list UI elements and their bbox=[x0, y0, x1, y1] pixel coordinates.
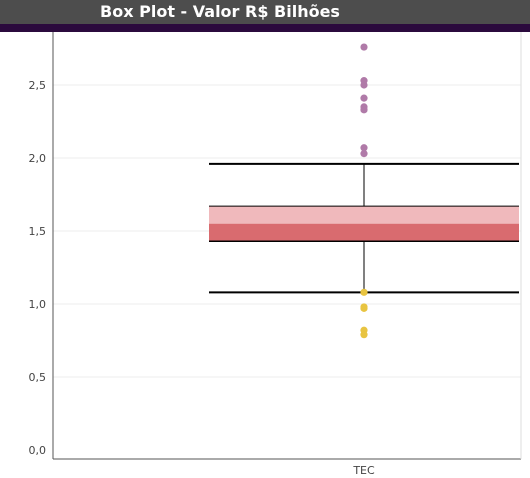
chart-title: Box Plot - Valor R$ Bilhões bbox=[100, 2, 340, 21]
outlier-point-high bbox=[360, 106, 368, 114]
outlier-point-low bbox=[360, 304, 368, 312]
outlier-point-low bbox=[360, 331, 368, 339]
outlier-point-low bbox=[360, 288, 368, 296]
axes bbox=[52, 32, 522, 460]
outlier-points bbox=[360, 43, 368, 339]
y-tick-label: 0,0 bbox=[29, 444, 47, 457]
outlier-point-high bbox=[360, 43, 368, 51]
box-tec[interactable] bbox=[209, 162, 519, 294]
y-tick-label: 0,5 bbox=[29, 371, 47, 384]
box-upper-half bbox=[209, 206, 519, 224]
box-plot-chart: 0,0 0,5 1,0 1,5 2,0 2,5 TEC bbox=[29, 32, 522, 477]
dashboard-header: Box Plot - Valor R$ Bilhões bbox=[0, 0, 530, 24]
y-tick-labels: 0,0 0,5 1,0 1,5 2,0 2,5 bbox=[29, 79, 47, 457]
header-accent-band bbox=[0, 24, 530, 32]
box-lower-half bbox=[209, 223, 519, 242]
y-tick-label: 2,0 bbox=[29, 152, 47, 165]
y-tick-label: 2,5 bbox=[29, 79, 47, 92]
y-tick-label: 1,5 bbox=[29, 225, 47, 238]
outlier-point-high bbox=[360, 81, 368, 89]
outlier-point-high bbox=[360, 150, 368, 158]
outlier-point-high bbox=[360, 144, 368, 152]
box-layer[interactable] bbox=[209, 162, 519, 294]
y-tick-label: 1,0 bbox=[29, 298, 47, 311]
outlier-point-high bbox=[360, 94, 368, 102]
x-tick-label: TEC bbox=[352, 464, 375, 477]
x-tick-labels: TEC bbox=[352, 464, 375, 477]
